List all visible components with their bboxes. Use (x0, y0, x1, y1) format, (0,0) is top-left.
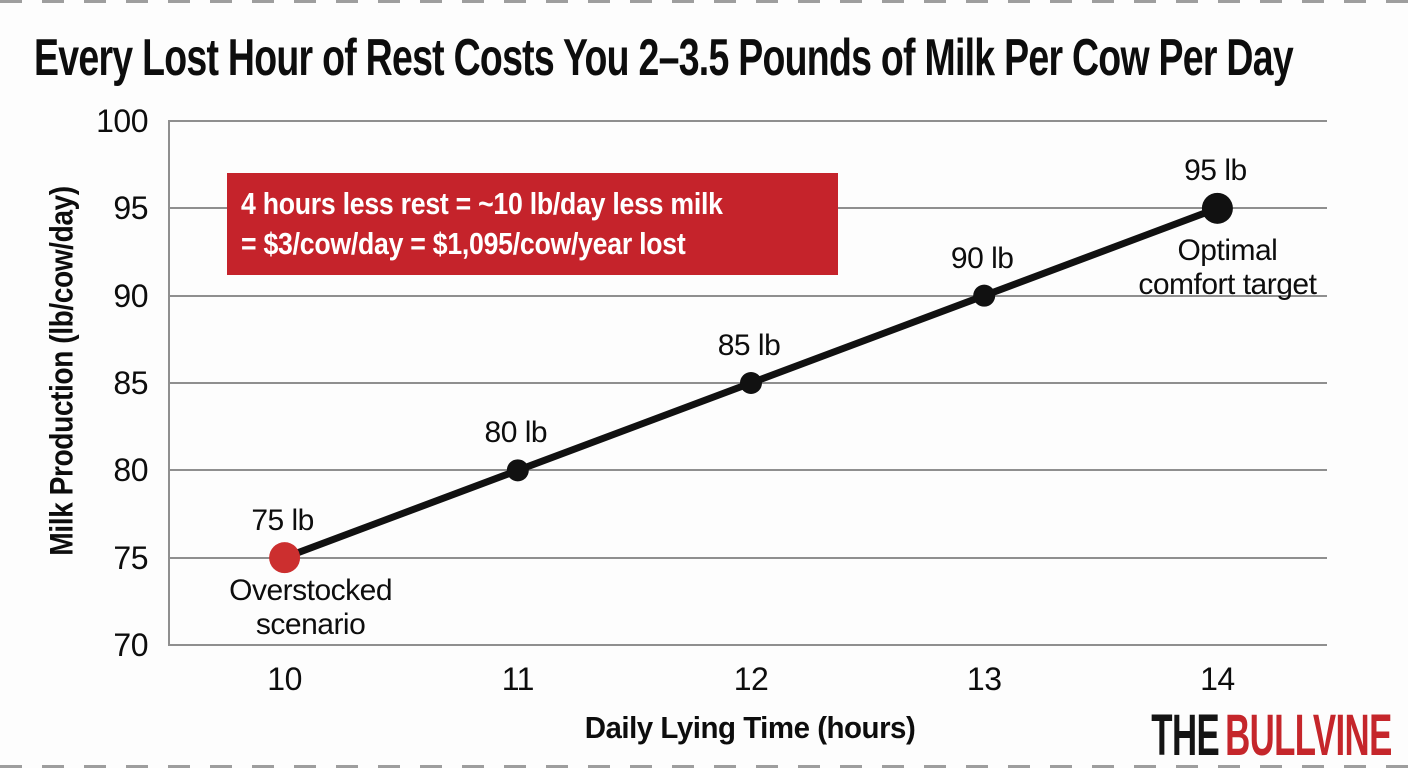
brand-logo: THE BULLVINE (1151, 702, 1393, 768)
point-value-label: 90 lb (950, 241, 1014, 275)
gridline-y-75 (168, 556, 1327, 559)
logo-word-bullvine: BULLVINE (1225, 703, 1392, 768)
y-tick-label: 80 (113, 452, 148, 489)
optimal-comfort-note: Optimal comfort target (1138, 234, 1317, 302)
y-tick-label: 70 (113, 627, 148, 663)
bottom-dashed-border (0, 765, 1408, 768)
point-value-label: 85 lb (717, 329, 781, 362)
callout-line-1: 4 hours less rest = ~10 lb/day less milk (241, 186, 723, 221)
x-axis-title: Daily Lying Time (hours) (584, 710, 915, 745)
point-value-label: 80 lb (484, 416, 548, 450)
y-tick-label: 100 (96, 103, 148, 139)
x-tick-label: 11 (501, 661, 535, 697)
x-tick-label: 10 (267, 661, 302, 697)
y-tick-label: 90 (113, 277, 148, 314)
loss-callout-box: 4 hours less rest = ~10 lb/day less milk… (227, 173, 838, 275)
gridline-y-70 (168, 644, 1327, 646)
overstocked-note: Overstocked scenario (229, 573, 393, 641)
y-axis-line (168, 120, 170, 646)
x-tick-label: 14 (1200, 661, 1235, 697)
x-tick-label: 13 (966, 661, 1002, 697)
callout-line-2: = $3/cow/day = $1,095/cow/year lost (241, 226, 686, 261)
y-tick-label: 85 (113, 365, 148, 401)
point-value-label: 95 lb (1184, 154, 1247, 188)
top-dashed-border (0, 0, 1408, 3)
chart-title: Every Lost Hour of Rest Costs You 2–3.5 … (34, 29, 1294, 87)
gridline-y-100 (168, 120, 1327, 122)
point-value-label: 75 lb (251, 503, 314, 537)
logo-word-the: THE (1151, 703, 1220, 768)
y-tick-label: 95 (113, 190, 148, 227)
x-tick-label: 12 (733, 661, 769, 697)
y-tick-label: 75 (113, 539, 148, 576)
gridline-y-85 (168, 382, 1327, 384)
gridline-y-80 (168, 469, 1327, 472)
